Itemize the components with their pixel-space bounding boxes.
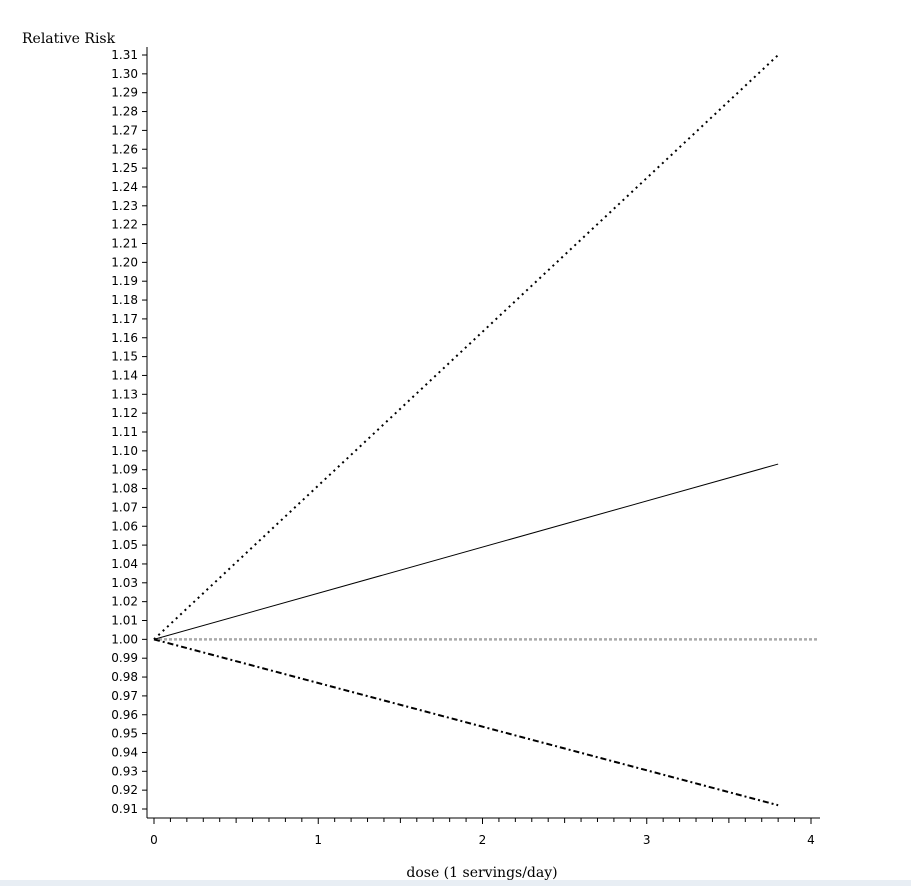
- y-tick-label: 1.07: [111, 500, 138, 514]
- y-tick-label: 1.21: [111, 237, 138, 251]
- estimate-line: [153, 463, 779, 640]
- lower-ci-line: [153, 638, 779, 807]
- y-tick-label: 1.30: [111, 67, 138, 81]
- y-tick-label: 1.01: [111, 614, 138, 628]
- y-tick-label: 0.98: [111, 670, 138, 684]
- y-tick-label: 0.91: [111, 802, 138, 816]
- y-tick-label: 1.24: [111, 180, 138, 194]
- x-tick-label: 1: [314, 833, 322, 847]
- y-tick-label: 1.27: [111, 123, 138, 137]
- y-tick-label: 0.93: [111, 764, 138, 778]
- y-tick-label: 1.23: [111, 199, 138, 213]
- y-tick-label: 1.10: [111, 444, 138, 458]
- y-tick-label: 0.94: [111, 745, 138, 759]
- y-tick-label: 1.03: [111, 576, 138, 590]
- y-tick-label: 1.09: [111, 463, 138, 477]
- y-tick-label: 1.05: [111, 538, 138, 552]
- y-tick-label: 0.97: [111, 689, 138, 703]
- y-tick-label: 1.13: [111, 387, 138, 401]
- upper-ci-line: [153, 54, 779, 641]
- y-tick-label: 1.04: [111, 557, 138, 571]
- x-tick-label: 0: [150, 833, 158, 847]
- series-lines: [153, 54, 818, 807]
- y-tick-label: 1.14: [111, 368, 138, 382]
- x-tick-label: 3: [643, 833, 651, 847]
- y-tick-label: 0.92: [111, 783, 138, 797]
- x-ticks: 0 1 2 3 4: [150, 818, 815, 847]
- y-tick-label: 1.18: [111, 293, 138, 307]
- bottom-band: [0, 880, 911, 886]
- y-tick-label: 0.95: [111, 727, 138, 741]
- y-tick-label: 0.96: [111, 708, 138, 722]
- y-tick-label: 1.11: [111, 425, 138, 439]
- y-tick-label: 1.02: [111, 595, 138, 609]
- y-tick-label: 1.22: [111, 218, 138, 232]
- x-tick-label: 4: [807, 833, 815, 847]
- y-tick-label: 1.15: [111, 350, 138, 364]
- y-tick-label: 1.16: [111, 331, 138, 345]
- y-tick-label: 1.12: [111, 406, 138, 420]
- y-tick-label: 1.31: [111, 48, 138, 62]
- y-tick-label: 1.28: [111, 105, 138, 119]
- y-tick-label: 1.06: [111, 519, 138, 533]
- y-tick-label: 1.08: [111, 482, 138, 496]
- y-tick-label: 1.17: [111, 312, 138, 326]
- y-tick-label: 1.25: [111, 161, 138, 175]
- y-tick-label: 0.99: [111, 651, 138, 665]
- y-ticks: 0.91 0.92 0.93 0.94 0.95 0.96 0.97 0.98 0.99 1.00…: [111, 48, 147, 816]
- axes: [146, 47, 820, 819]
- y-tick-label: 1.29: [111, 86, 138, 100]
- y-tick-label: 1.20: [111, 255, 138, 269]
- y-tick-label: 1.19: [111, 274, 138, 288]
- y-tick-label: 1.00: [111, 632, 138, 646]
- x-tick-label: 2: [479, 833, 487, 847]
- x-axis-label: dose (1 servings/day): [406, 865, 557, 881]
- y-axis-label: Relative Risk: [22, 31, 116, 47]
- y-tick-label: 1.26: [111, 142, 138, 156]
